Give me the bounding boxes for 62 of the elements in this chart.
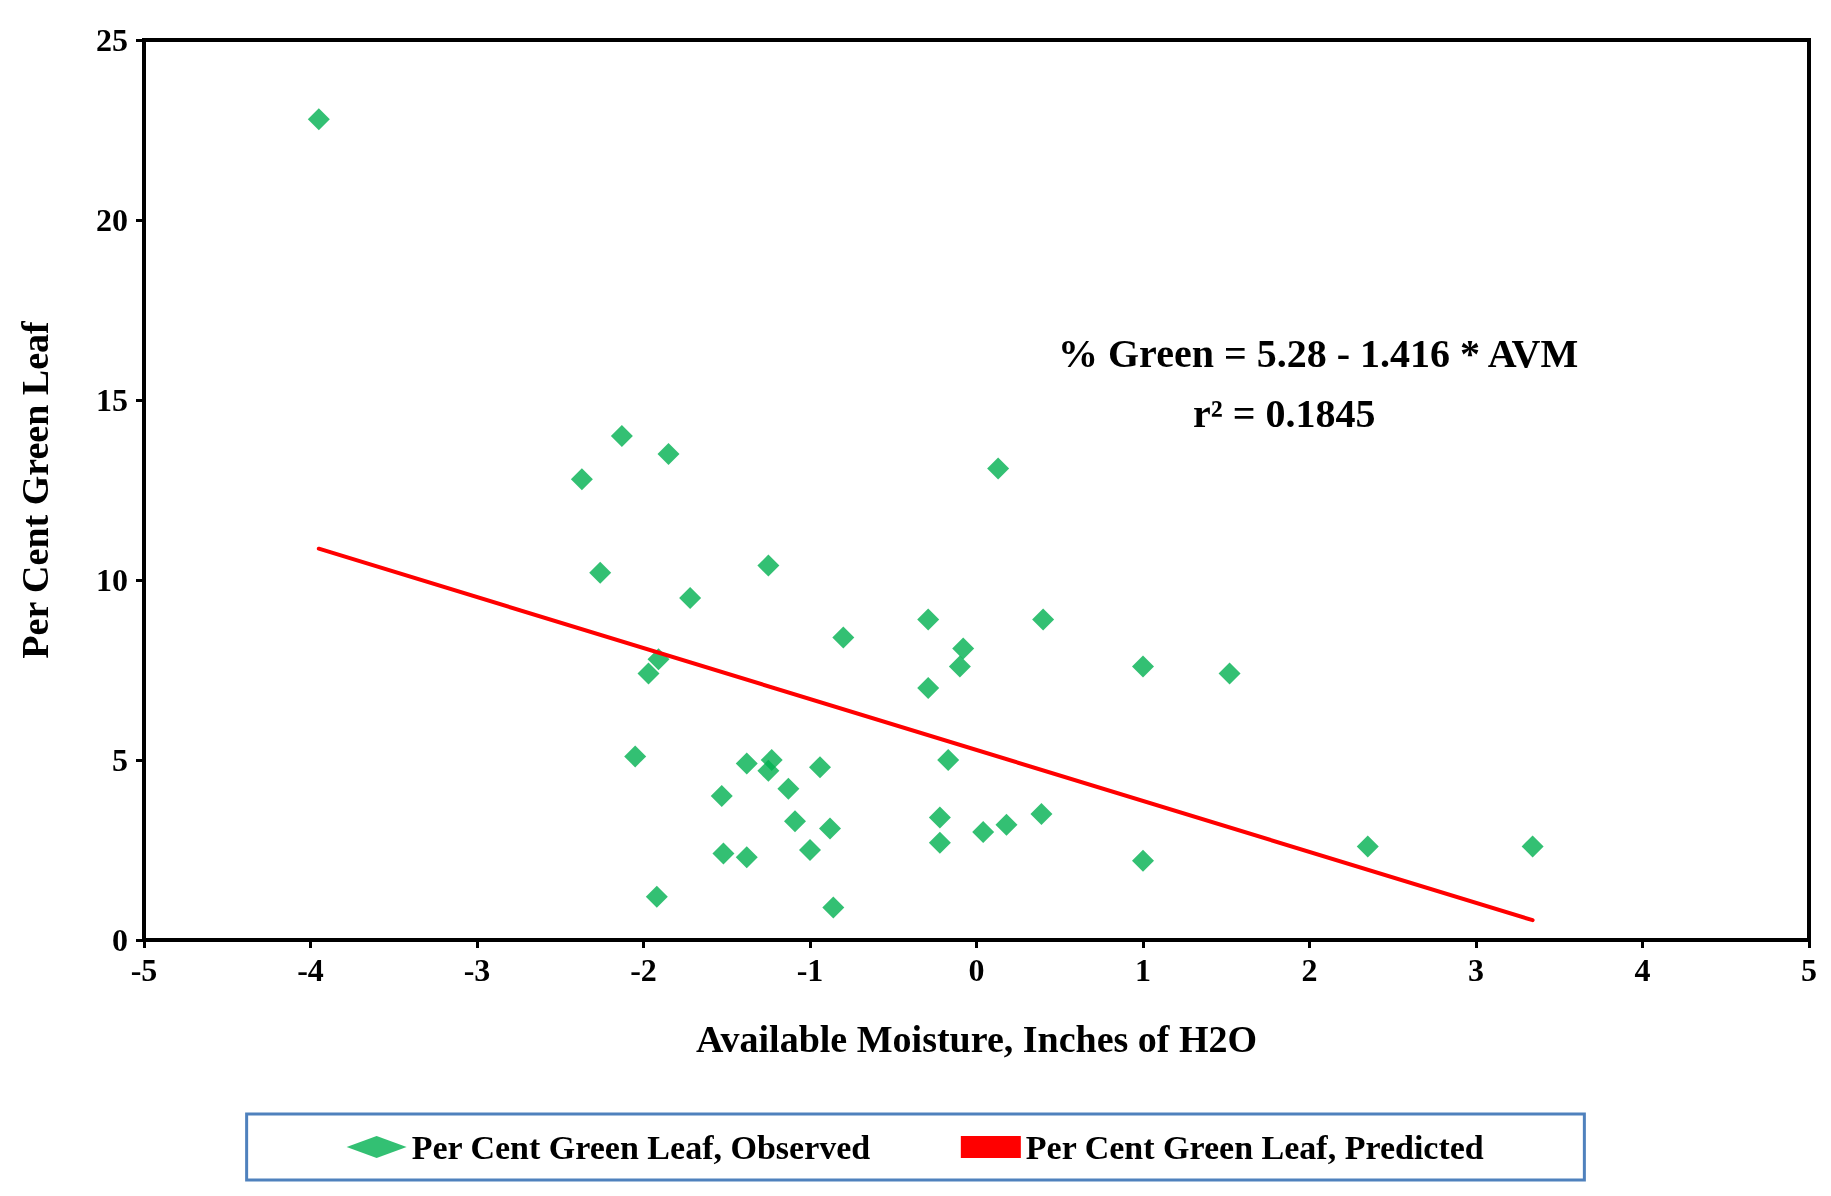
x-axis-title: Available Moisture, Inches of H2O [695,1018,1258,1060]
x-tick-label: 3 [1468,952,1484,988]
annotation: % Green = 5.28 - 1.416 * AVM [1058,330,1579,376]
y-tick-label: 15 [96,382,128,418]
y-tick-label: 5 [112,742,128,778]
point [712,842,735,865]
x-tick-label: -5 [130,952,158,988]
point [822,896,845,919]
point [972,821,995,843]
y-axis-title: Per Cent Green Leaf [14,319,56,659]
point [952,637,975,660]
point [917,677,940,699]
x-tick-label: 5 [1801,952,1817,988]
point [710,785,733,807]
point [832,626,855,649]
point [818,817,841,840]
x-tick-label: -2 [630,952,657,988]
y-tick-label: 20 [96,202,128,238]
annotation: r² = 0.1845 [1193,390,1376,436]
point [917,608,940,631]
point [808,756,831,779]
point [799,839,821,861]
point [657,443,680,465]
y-tick-label: 10 [96,562,128,598]
x-tick-label: 1 [1135,952,1151,988]
x-tick-label: 2 [1301,952,1318,988]
point [1521,835,1544,858]
legend-label: Per Cent Green Leaf, Observed [411,1128,871,1166]
point [1218,662,1241,685]
point [735,752,758,775]
x-tick-label: 0 [968,952,985,988]
point [679,587,702,609]
point [1132,655,1154,678]
point [1032,608,1055,631]
point [735,846,758,869]
point [928,806,951,829]
point [784,810,807,833]
point [937,749,960,771]
point [757,554,780,577]
point [1030,803,1053,825]
point [777,777,800,800]
legend-label: Per Cent Green Leaf, Predicted [1025,1128,1484,1166]
point [645,885,668,908]
x-tick-label: -1 [796,952,824,988]
point [570,468,593,491]
point [757,759,780,782]
point [928,831,951,854]
point [610,425,633,447]
x-tick-label: 4 [1634,952,1651,988]
x-tick-label: -4 [297,952,324,988]
y-tick-label: 25 [96,22,128,58]
point [987,457,1010,480]
y-tick-label: 0 [112,922,128,958]
point [589,561,612,584]
point [948,655,971,678]
point [995,813,1018,836]
point [1132,849,1154,872]
point [1356,835,1379,858]
point [624,745,647,768]
x-tick-label: -3 [463,952,491,988]
point [307,108,330,131]
point [637,662,660,685]
